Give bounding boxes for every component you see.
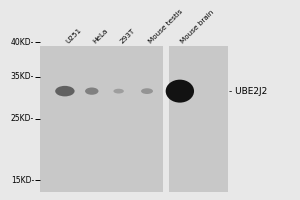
Text: HeLa: HeLa [92,27,109,44]
Ellipse shape [141,88,153,94]
Text: 25KD-: 25KD- [11,114,34,123]
Ellipse shape [113,89,124,94]
Text: 15KD-: 15KD- [11,176,34,185]
Text: - UBE2J2: - UBE2J2 [229,87,267,96]
FancyBboxPatch shape [40,46,164,192]
Text: Mouse brain: Mouse brain [180,9,215,44]
Text: Mouse testis: Mouse testis [147,8,183,44]
Text: 40KD-: 40KD- [11,38,34,47]
Text: 35KD-: 35KD- [11,72,34,81]
Ellipse shape [85,87,98,95]
Ellipse shape [166,80,194,103]
Text: U251: U251 [65,26,83,44]
Ellipse shape [55,86,75,96]
Text: 293T: 293T [118,27,136,44]
FancyBboxPatch shape [169,46,228,192]
